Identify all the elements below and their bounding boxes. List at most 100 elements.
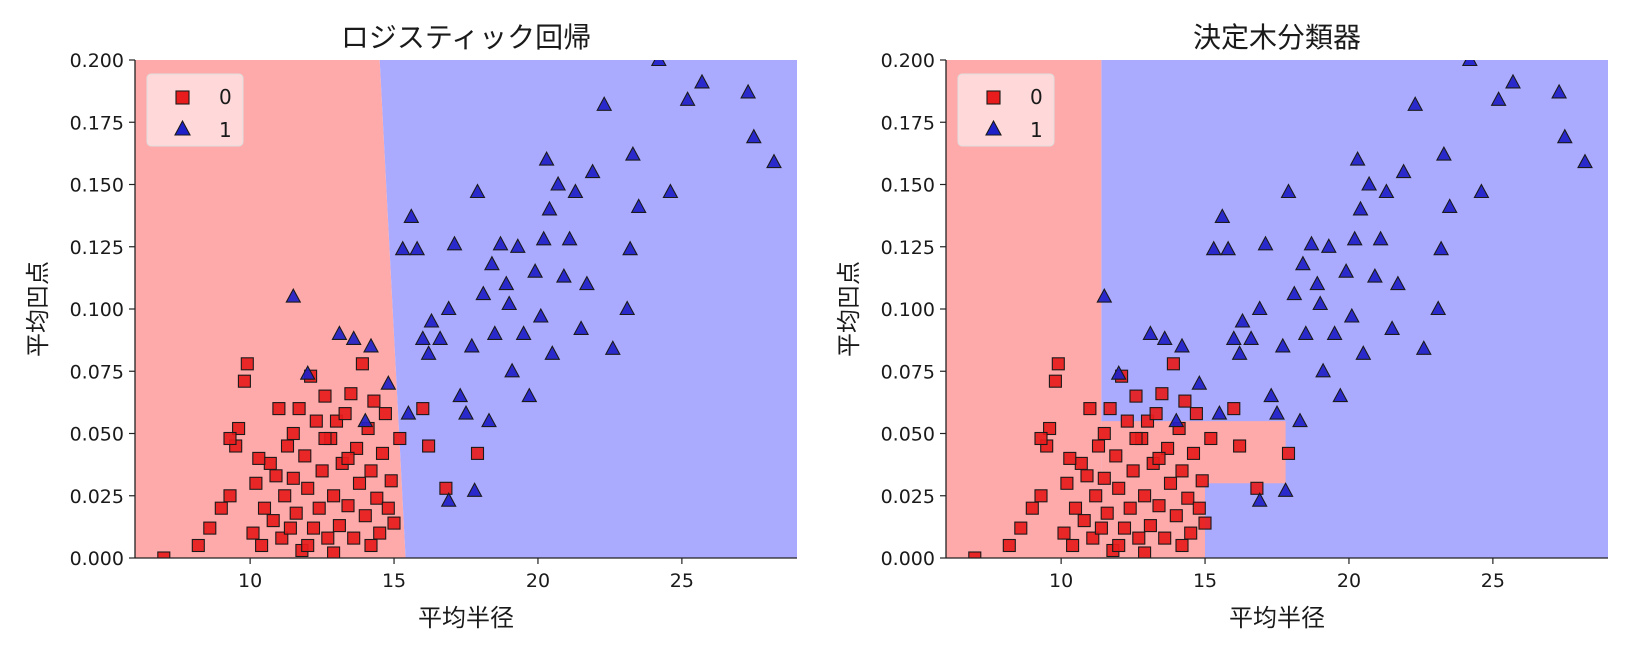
data-point-class-0: [257, 501, 272, 515]
chart-title: ロジスティック回帰: [341, 21, 591, 54]
data-point-class-1: [1415, 340, 1432, 355]
data-point-class-1: [1320, 238, 1337, 253]
data-point-class-0: [1152, 499, 1166, 513]
x-tick-label: 20: [526, 570, 550, 592]
data-point-class-1: [1312, 295, 1329, 311]
data-point-class-0: [1025, 501, 1039, 515]
data-point-class-1: [1251, 492, 1268, 507]
data-point-class-0: [384, 474, 398, 488]
data-point-class-0: [416, 402, 430, 416]
data-point-class-0: [1233, 439, 1247, 453]
data-point-class-0: [1138, 546, 1152, 558]
data-point-class-0: [283, 521, 297, 535]
data-point-class-1: [662, 183, 679, 199]
data-point-class-0: [327, 546, 341, 558]
data-point-class-0: [1250, 481, 1264, 495]
data-point-class-0: [1074, 456, 1088, 470]
data-point-class-1: [492, 235, 509, 251]
data-point-class-0: [1198, 516, 1212, 530]
data-point-class-0: [1175, 464, 1189, 478]
data-point-class-0: [203, 521, 217, 535]
data-point-class-0: [1086, 531, 1100, 545]
data-point-class-0: [312, 501, 326, 515]
data-point-class-1: [1577, 153, 1593, 169]
data-point-class-0: [301, 538, 315, 553]
data-point-class-0: [280, 439, 295, 453]
y-tick-label: 0.150: [70, 175, 124, 197]
data-point-class-0: [350, 441, 364, 455]
data-point-class-1: [423, 312, 440, 328]
data-point-class-0: [1204, 431, 1218, 446]
x-tick-label: 15: [382, 570, 406, 592]
y-tick-label: 0.075: [881, 361, 935, 383]
data-point-class-1: [567, 183, 584, 199]
data-point-class-0: [1169, 509, 1183, 523]
data-point-class-0: [327, 489, 341, 503]
data-point-class-1: [483, 255, 500, 271]
data-point-class-0: [364, 538, 378, 553]
data-point-class-0: [286, 471, 300, 485]
data-point-class-1: [766, 153, 782, 169]
data-point-class-1: [578, 275, 595, 291]
y-tick-label: 0.025: [70, 486, 124, 508]
data-point-class-1: [400, 404, 417, 420]
data-point-class-1: [624, 145, 641, 161]
data-point-class-0: [387, 516, 401, 530]
data-point-class-1: [504, 362, 521, 378]
data-point-class-0: [1175, 538, 1189, 553]
data-point-class-1: [1332, 387, 1349, 403]
data-point-class-1: [1338, 263, 1355, 278]
data-point-class-1: [1435, 145, 1452, 161]
data-point-class-0: [255, 538, 269, 553]
x-tick-label: 25: [1481, 570, 1505, 592]
data-point-class-1: [1355, 345, 1372, 360]
data-point-class-1: [541, 200, 558, 216]
data-point-class-0: [439, 481, 453, 495]
data-point-class-1: [630, 198, 647, 213]
legend-label: 1: [1030, 118, 1043, 142]
y-tick-label: 0.075: [70, 361, 124, 383]
data-point-class-0: [1163, 476, 1178, 490]
data-point-class-0: [223, 489, 237, 503]
y-tick-label: 0.100: [70, 299, 124, 321]
data-point-class-1: [1225, 330, 1242, 345]
data-point-class-0: [968, 551, 982, 558]
data-point-class-1: [1110, 365, 1127, 380]
data-point-class-1: [1096, 287, 1113, 303]
data-point-class-1: [527, 263, 544, 278]
y-tick-label: 0.150: [881, 175, 935, 197]
data-point-class-0: [1057, 526, 1071, 540]
chart-panel-decision-tree: 10 15 20 250.0000.0250.0500.0750.1000.1250.…: [835, 21, 1608, 632]
data-point-class-0: [1103, 402, 1117, 416]
data-point-class-1: [532, 307, 549, 323]
y-tick-label: 0.000: [70, 548, 124, 570]
decision-region-class-0: [135, 60, 406, 558]
data-point-class-1: [1168, 412, 1185, 428]
plot-area: [946, 60, 1608, 558]
data-point-class-0: [1077, 514, 1091, 528]
data-point-class-1: [345, 330, 362, 345]
data-point-class-1: [1430, 300, 1447, 316]
data-point-class-0: [246, 526, 260, 540]
data-point-class-0: [1089, 489, 1103, 503]
data-point-class-1: [1349, 150, 1366, 166]
data-point-class-0: [272, 402, 286, 416]
data-point-class-0: [298, 449, 312, 463]
data-point-class-1: [481, 412, 497, 428]
data-point-class-1: [521, 387, 538, 403]
data-point-class-1: [1473, 183, 1490, 199]
legend-label: 1: [219, 118, 232, 142]
data-point-class-0: [347, 531, 361, 545]
data-point-class-1: [538, 150, 555, 166]
data-point-class-1: [1384, 320, 1401, 335]
data-point-class-0: [364, 464, 378, 478]
data-point-class-1: [432, 330, 449, 345]
x-tick-label: 20: [1337, 570, 1361, 592]
data-point-class-1: [1280, 183, 1297, 199]
data-point-class-0: [223, 431, 237, 446]
data-point-class-1: [1433, 240, 1450, 256]
data-point-class-1: [409, 240, 426, 256]
data-point-class-0: [1097, 471, 1111, 485]
data-point-class-1: [694, 73, 710, 89]
